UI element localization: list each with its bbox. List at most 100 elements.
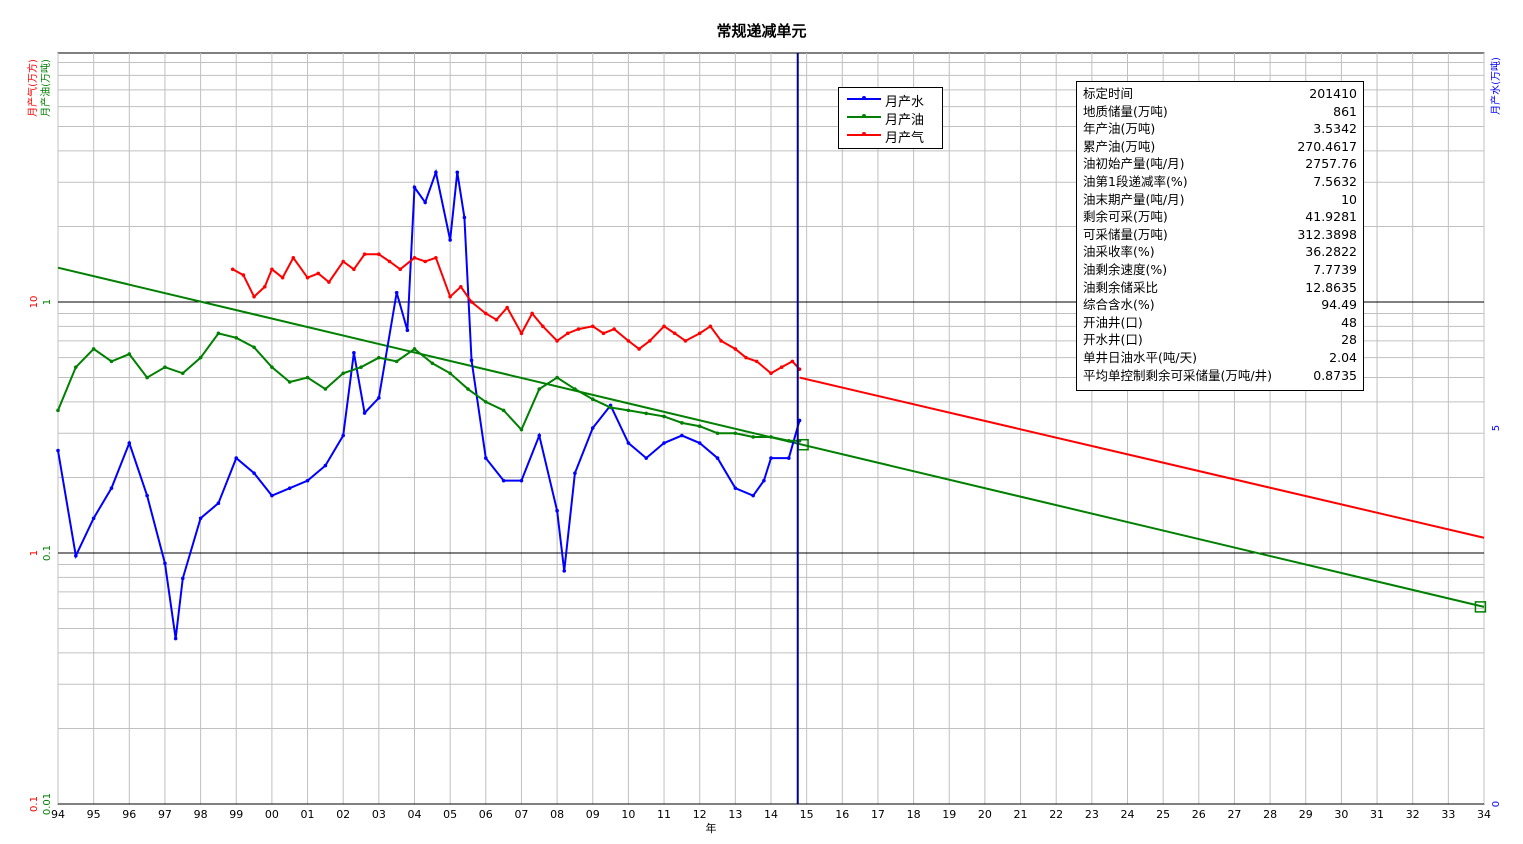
info-value: 7.5632 xyxy=(1313,174,1357,189)
data-point-water xyxy=(448,238,452,242)
data-point-water xyxy=(501,478,506,483)
data-point-oil xyxy=(626,408,631,413)
data-point-oil xyxy=(733,431,738,436)
info-key: 油初始产量(吨/月) xyxy=(1083,156,1185,172)
x-tick-label: 15 xyxy=(800,808,814,821)
data-point-gas xyxy=(305,275,310,280)
data-point-water xyxy=(394,290,399,295)
x-axis-label: 年 xyxy=(706,821,717,835)
data-point-oil xyxy=(252,345,256,350)
info-row: 地质储量(万吨) 861 xyxy=(1083,103,1357,121)
data-point-gas xyxy=(672,331,677,336)
data-point-gas xyxy=(291,256,296,260)
data-point-water xyxy=(198,516,203,521)
data-point-water xyxy=(362,411,367,415)
data-point-water xyxy=(715,456,720,460)
left-tick-label-oil: 0.01 xyxy=(42,793,53,815)
info-row: 油第1段递减率(%) 7.5632 xyxy=(1083,173,1357,191)
data-point-oil xyxy=(680,421,684,425)
info-row: 油初始产量(吨/月) 2757.76 xyxy=(1083,155,1357,173)
data-point-oil xyxy=(56,408,60,413)
x-tick-label: 32 xyxy=(1406,808,1420,821)
data-point-oil xyxy=(590,397,595,401)
data-point-oil xyxy=(234,336,239,340)
info-row: 年产油(万吨) 3.5342 xyxy=(1083,120,1357,138)
data-point-oil xyxy=(715,431,720,436)
info-value: 3.5342 xyxy=(1313,121,1357,137)
legend-label-gas: 月产气 xyxy=(885,131,925,146)
x-tick-label: 25 xyxy=(1156,808,1170,821)
fit-marker xyxy=(1474,601,1487,613)
data-point-oil xyxy=(555,375,559,380)
x-tick-label: 06 xyxy=(479,808,493,821)
data-point-water xyxy=(56,448,60,453)
series-line-gas xyxy=(232,253,801,375)
data-point-oil xyxy=(769,435,773,439)
info-value: 10 xyxy=(1341,191,1357,207)
data-point-oil xyxy=(644,411,649,416)
data-point-oil xyxy=(180,371,185,376)
data-point-water xyxy=(590,426,595,430)
data-point-water xyxy=(680,433,684,438)
info-key: 年产油(万吨) xyxy=(1083,121,1156,137)
legend-item-gas: 月产气 xyxy=(839,126,942,146)
data-point-gas xyxy=(719,339,723,343)
data-point-gas xyxy=(434,256,438,260)
info-value: 312.3898 xyxy=(1297,226,1357,242)
data-point-gas xyxy=(790,359,795,364)
info-row: 剩余可采(万吨) 41.9281 xyxy=(1083,208,1357,226)
data-point-oil xyxy=(662,414,666,419)
data-point-oil xyxy=(537,387,542,391)
data-point-gas xyxy=(459,284,463,289)
x-tick-label: 00 xyxy=(265,808,279,821)
data-point-water xyxy=(662,441,666,445)
data-point-gas xyxy=(541,324,545,329)
gas-forecast xyxy=(799,376,1485,539)
info-value: 12.8635 xyxy=(1305,279,1357,295)
data-point-water xyxy=(762,478,766,483)
data-point-oil xyxy=(91,347,96,351)
data-point-gas xyxy=(494,317,499,322)
data-point-oil xyxy=(519,427,524,432)
data-point-water xyxy=(91,516,96,521)
info-key: 综合含水(%) xyxy=(1083,297,1155,313)
data-point-water xyxy=(127,441,132,445)
data-point-gas xyxy=(530,311,534,316)
data-point-gas xyxy=(697,331,702,336)
data-point-water xyxy=(74,554,78,558)
data-point-oil xyxy=(198,355,203,360)
info-key: 地质储量(万吨) xyxy=(1083,103,1168,119)
data-point-water xyxy=(455,170,460,175)
legend-label-oil: 月产油 xyxy=(885,113,925,128)
data-point-oil xyxy=(484,400,488,404)
data-point-water xyxy=(644,456,649,460)
legend-swatch-oil xyxy=(847,114,881,118)
data-point-water xyxy=(484,456,488,460)
data-point-oil xyxy=(448,371,452,376)
data-point-water xyxy=(145,493,149,498)
x-tick-label: 26 xyxy=(1192,808,1206,821)
data-point-gas xyxy=(754,359,759,364)
data-point-gas xyxy=(352,267,356,272)
data-point-oil xyxy=(608,405,613,410)
x-tick-label: 10 xyxy=(621,808,635,821)
x-tick-label: 29 xyxy=(1299,808,1313,821)
info-key: 油末期产量(吨/月) xyxy=(1083,191,1185,207)
data-point-oil xyxy=(359,365,363,369)
data-point-gas xyxy=(779,365,784,369)
x-tick-label: 17 xyxy=(871,808,885,821)
info-value: 41.9281 xyxy=(1305,209,1357,225)
x-tick-label: 04 xyxy=(408,808,422,821)
data-point-water xyxy=(323,463,328,468)
data-point-oil xyxy=(270,365,274,369)
info-value: 861 xyxy=(1333,103,1357,119)
info-key: 油剩余速度(%) xyxy=(1083,262,1168,277)
x-tick-label: 31 xyxy=(1370,808,1384,821)
chart-title: 常规递减单元 xyxy=(716,22,807,40)
x-tick-label: 99 xyxy=(229,808,243,821)
info-row: 油剩余速度(%) 7.7739 xyxy=(1083,261,1357,279)
data-point-oil xyxy=(751,435,755,439)
data-point-water xyxy=(626,441,631,445)
data-point-gas xyxy=(469,300,474,304)
info-key: 平均单控制剩余可采储量(万吨/井) xyxy=(1083,367,1272,383)
